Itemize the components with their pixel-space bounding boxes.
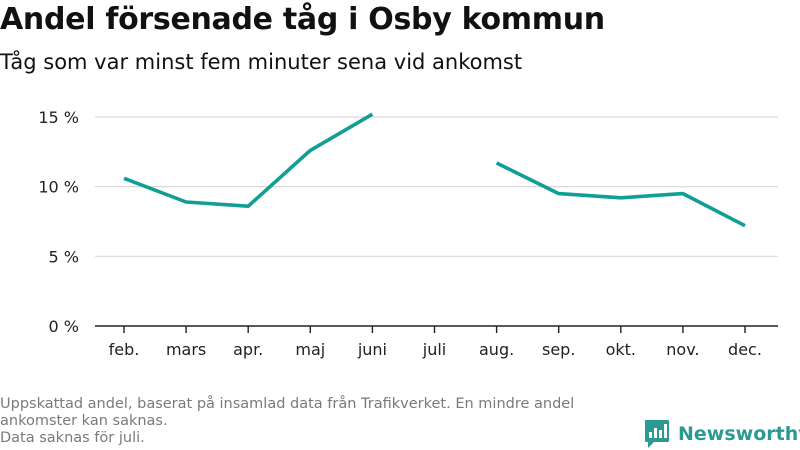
brand-logo: Newsworthy bbox=[644, 419, 800, 449]
x-tick-label: juni bbox=[357, 340, 387, 359]
x-tick-label: dec. bbox=[728, 340, 762, 359]
x-tick-label: maj bbox=[295, 340, 325, 359]
line-chart: 0 % 5 % 10 % 15 % feb. mars apr. maj juni juli au… bbox=[38, 108, 778, 359]
grid-lines bbox=[95, 116, 778, 257]
y-tick-label: 5 % bbox=[49, 247, 79, 266]
y-tick-label: 10 % bbox=[38, 178, 79, 197]
y-tick-label: 0 % bbox=[49, 317, 79, 336]
y-axis-ticks: 0 % 5 % 10 % 15 % bbox=[38, 108, 79, 336]
x-axis: feb. mars apr. maj juni juli aug. sep. okt. nov. d… bbox=[95, 325, 778, 359]
x-tick-label: aug. bbox=[479, 340, 514, 359]
x-tick-label: nov. bbox=[666, 340, 699, 359]
x-tick-label: mars bbox=[166, 340, 206, 359]
series-line-segment bbox=[495, 161, 746, 228]
x-tick-label: juli bbox=[422, 340, 446, 359]
chart-subtitle: Tåg som var minst fem minuter sena vid a… bbox=[0, 50, 523, 74]
series-lines bbox=[123, 112, 746, 228]
x-tick-label: okt. bbox=[606, 340, 636, 359]
y-tick-label: 15 % bbox=[38, 108, 79, 127]
chart-title: Andel försenade tåg i Osby kommun bbox=[0, 2, 605, 37]
x-tick-label: sep. bbox=[542, 340, 575, 359]
footnote-missing-data: Data saknas för juli. bbox=[0, 430, 145, 446]
brand-name: Newsworthy bbox=[678, 423, 800, 445]
footnote-source: Uppskattad andel, baserat på insamlad da… bbox=[0, 396, 575, 429]
footnote: Uppskattad andel, baserat på insamlad da… bbox=[0, 396, 630, 447]
series-line-segment bbox=[123, 112, 374, 208]
x-tick-label: feb. bbox=[109, 340, 140, 359]
x-tick-label: apr. bbox=[233, 340, 263, 359]
newsworthy-logo-icon bbox=[645, 420, 669, 448]
